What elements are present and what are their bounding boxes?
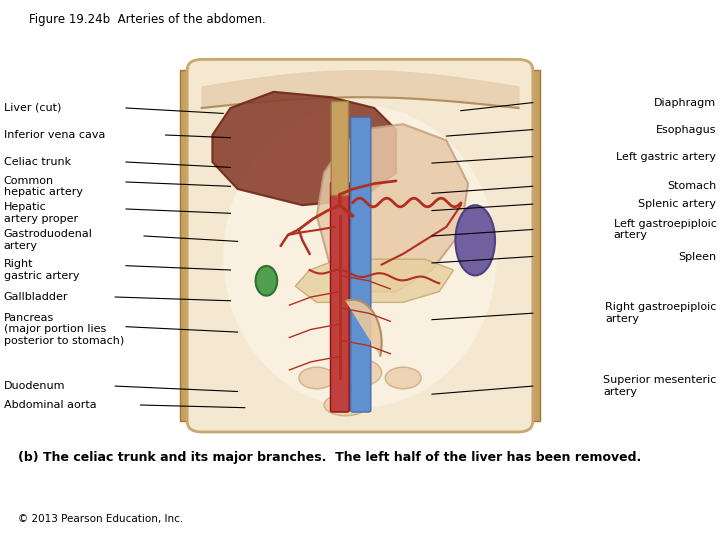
Text: Right gastroepiploic
artery: Right gastroepiploic artery (605, 302, 716, 324)
Bar (180, 70, 230, 421)
Ellipse shape (456, 205, 495, 275)
Text: Gallbladder: Gallbladder (4, 292, 68, 302)
Ellipse shape (324, 394, 367, 416)
Text: © 2013 Pearson Education, Inc.: © 2013 Pearson Education, Inc. (18, 514, 184, 524)
FancyBboxPatch shape (331, 102, 348, 195)
Text: Splenic artery: Splenic artery (639, 199, 716, 209)
Text: Liver (cut): Liver (cut) (4, 103, 61, 113)
Text: Esophagus: Esophagus (656, 125, 716, 134)
Text: Left gastric artery: Left gastric artery (616, 152, 716, 161)
Text: Stomach: Stomach (667, 181, 716, 191)
Text: Superior mesenteric
artery: Superior mesenteric artery (603, 375, 716, 397)
PathPatch shape (212, 92, 396, 205)
Ellipse shape (256, 266, 277, 296)
PathPatch shape (317, 124, 468, 292)
Text: Left gastroepiploic
artery: Left gastroepiploic artery (613, 219, 716, 240)
Ellipse shape (223, 105, 497, 408)
Text: Common
hepatic artery: Common hepatic artery (4, 176, 83, 197)
Text: Pancreas
(major portion lies
posterior to stomach): Pancreas (major portion lies posterior t… (4, 313, 124, 346)
Text: Gastroduodenal
artery: Gastroduodenal artery (4, 230, 92, 251)
Text: Right
gastric artery: Right gastric artery (4, 259, 79, 281)
Text: Diaphragm: Diaphragm (654, 98, 716, 107)
Ellipse shape (299, 367, 335, 389)
Text: Celiac trunk: Celiac trunk (4, 157, 71, 167)
FancyBboxPatch shape (330, 182, 349, 412)
Text: Spleen: Spleen (678, 252, 716, 261)
PathPatch shape (295, 259, 454, 302)
Text: Abdominal aorta: Abdominal aorta (4, 400, 96, 410)
Text: (b) The celiac trunk and its major branches.  The left half of the liver has bee: (b) The celiac trunk and its major branc… (18, 451, 642, 464)
Ellipse shape (385, 367, 421, 389)
Ellipse shape (338, 359, 382, 386)
Polygon shape (346, 300, 382, 356)
Text: Hepatic
artery proper: Hepatic artery proper (4, 202, 78, 224)
Text: Duodenum: Duodenum (4, 381, 65, 391)
Bar (490, 70, 540, 421)
FancyBboxPatch shape (187, 59, 533, 432)
Text: Figure 19.24b  Arteries of the abdomen.: Figure 19.24b Arteries of the abdomen. (29, 14, 266, 26)
Text: Inferior vena cava: Inferior vena cava (4, 130, 105, 140)
FancyBboxPatch shape (351, 117, 371, 412)
